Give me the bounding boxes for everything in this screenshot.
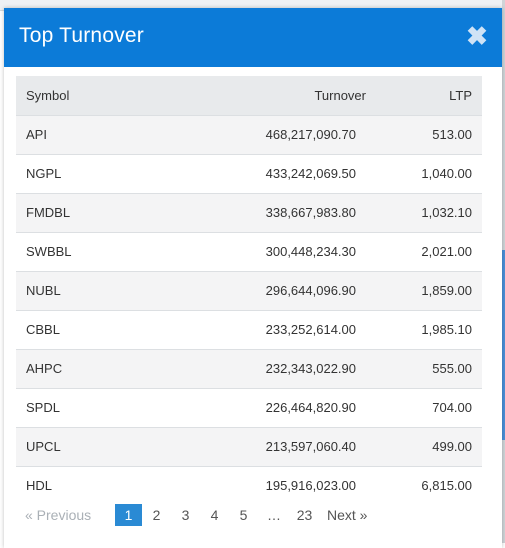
table-row: HDL 195,916,023.00 6,815.00 (16, 465, 482, 505)
cell-symbol: FMDBL (16, 192, 186, 232)
table-row: NGPL 433,242,069.50 1,040.00 (16, 153, 482, 193)
cell-turnover: 233,252,614.00 (186, 309, 366, 349)
table-row: UPCL 213,597,060.40 499.00 (16, 426, 482, 466)
cell-ltp: 513.00 (366, 114, 482, 154)
cell-turnover: 433,242,069.50 (186, 153, 366, 193)
table-row: SWBBL 300,448,234.30 2,021.00 (16, 231, 482, 271)
table-row: API 468,217,090.70 513.00 (16, 114, 482, 154)
pagination-ellipsis: … (267, 507, 281, 523)
cell-ltp: 1,032.10 (366, 192, 482, 232)
cell-turnover: 232,343,022.90 (186, 348, 366, 388)
table-header-row: Symbol Turnover LTP (16, 76, 482, 115)
turnover-table: Symbol Turnover LTP API 468,217,090.70 513… (16, 76, 482, 505)
cell-symbol: API (16, 114, 186, 154)
modal-title: Top Turnover (19, 24, 144, 47)
page-button-2[interactable]: 2 (152, 507, 161, 523)
column-header-symbol[interactable]: Symbol (26, 87, 70, 103)
page-button-1[interactable]: 1 (115, 504, 142, 526)
table-row: NUBL 296,644,096.90 1,859.00 (16, 270, 482, 310)
cell-ltp: 1,985.10 (366, 309, 482, 349)
cell-ltp: 2,021.00 (366, 231, 482, 271)
cell-symbol: AHPC (16, 348, 186, 388)
modal-header: Top Turnover ✖ (4, 8, 502, 67)
cell-turnover: 300,448,234.30 (186, 231, 366, 271)
page-button-3[interactable]: 3 (181, 507, 190, 523)
column-header-ltp[interactable]: LTP (449, 87, 472, 103)
cell-ltp: 555.00 (366, 348, 482, 388)
table-row: AHPC 232,343,022.90 555.00 (16, 348, 482, 388)
cell-turnover: 468,217,090.70 (186, 114, 366, 154)
column-header-turnover[interactable]: Turnover (314, 87, 366, 103)
pagination: « Previous 1 2 3 4 5 … 23 Next » (25, 504, 387, 526)
table-row: FMDBL 338,667,983.80 1,032.10 (16, 192, 482, 232)
cell-symbol: CBBL (16, 309, 186, 349)
table-row: SPDL 226,464,820.90 704.00 (16, 387, 482, 427)
next-page-button[interactable]: Next » (327, 507, 368, 523)
cell-symbol: HDL (16, 465, 186, 505)
cell-ltp: 499.00 (366, 426, 482, 466)
background-page-edge (502, 0, 505, 543)
cell-symbol: SPDL (16, 387, 186, 427)
previous-page-button[interactable]: « Previous (25, 507, 92, 523)
close-icon[interactable]: ✖ (466, 21, 488, 51)
cell-ltp: 1,859.00 (366, 270, 482, 310)
cell-symbol: UPCL (16, 426, 186, 466)
cell-ltp: 1,040.00 (366, 153, 482, 193)
cell-turnover: 338,667,983.80 (186, 192, 366, 232)
table-row: CBBL 233,252,614.00 1,985.10 (16, 309, 482, 349)
cell-ltp: 704.00 (366, 387, 482, 427)
cell-turnover: 296,644,096.90 (186, 270, 366, 310)
cell-turnover: 226,464,820.90 (186, 387, 366, 427)
cell-symbol: SWBBL (16, 231, 186, 271)
cell-symbol: NGPL (16, 153, 186, 193)
cell-symbol: NUBL (16, 270, 186, 310)
page-button-4[interactable]: 4 (210, 507, 219, 523)
background-accent-bar (502, 250, 505, 440)
cell-turnover: 213,597,060.40 (186, 426, 366, 466)
cell-turnover: 195,916,023.00 (186, 465, 366, 505)
page-button-5[interactable]: 5 (239, 507, 248, 523)
cell-ltp: 6,815.00 (366, 465, 482, 505)
page-button-last[interactable]: 23 (296, 507, 313, 523)
